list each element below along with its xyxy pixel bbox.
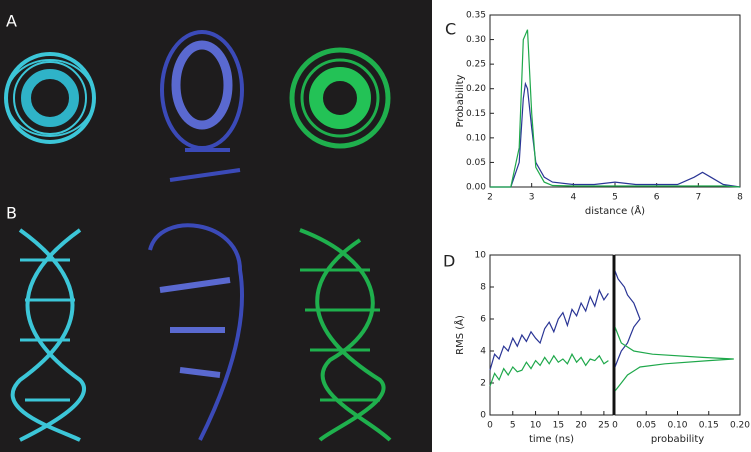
y-axis-title: Probability (455, 74, 466, 127)
plot-frame (489, 254, 614, 416)
x-tick-label: 7 (695, 193, 701, 203)
y-tick-label: 2 (480, 379, 486, 389)
x-tick-label: 0.15 (699, 421, 719, 431)
y-tick-label: 0.05 (466, 158, 486, 168)
y-tick-label: 6 (480, 315, 486, 325)
molecule-bottom-cyan (10, 228, 86, 442)
series-line (489, 352, 609, 387)
x-tick-label: 0 (612, 421, 618, 431)
panel-label: C (445, 20, 456, 39)
y-tick-label: 0.10 (466, 133, 486, 143)
molecule-top-cyan (4, 52, 96, 144)
panel-label: B (6, 204, 17, 223)
x-tick-label: 25 (598, 421, 609, 431)
series-line (489, 288, 609, 371)
y-tick-label: 0.35 (466, 11, 486, 21)
x-tick-label: 0.10 (667, 421, 687, 431)
y-axis-title: RMS (Å) (453, 315, 466, 355)
molecule-top-blue (160, 30, 244, 182)
x-tick-label: 6 (654, 193, 660, 203)
panel-label: A (6, 12, 17, 31)
x-axis-title: probability (651, 434, 704, 445)
y-tick-label: 8 (480, 283, 486, 293)
x-tick-label: 5 (510, 421, 516, 431)
x-axis-title: distance (Å) (585, 204, 645, 217)
x-tick-label: 2 (487, 193, 493, 203)
x-tick-label: 8 (737, 193, 743, 203)
x-tick-label: 15 (553, 421, 564, 431)
y-tick-label: 0.25 (466, 60, 486, 70)
x-tick-label: 4 (570, 193, 576, 203)
x-tick-label: 20 (575, 421, 587, 431)
series-line (490, 81, 741, 188)
distribution-line (614, 270, 641, 368)
plot-frame (614, 254, 741, 416)
image-panel (0, 0, 432, 452)
series-line (490, 29, 741, 188)
y-tick-label: 10 (475, 251, 487, 261)
distribution-line (614, 326, 734, 392)
y-tick-label: 0.20 (466, 84, 486, 94)
molecule-bottom-green (299, 228, 392, 442)
y-tick-label: 0.15 (466, 109, 486, 119)
y-tick-label: 0.30 (466, 35, 486, 45)
panel-label: D (443, 252, 455, 271)
y-tick-label: 0 (480, 411, 486, 421)
y-tick-label: 0.00 (466, 183, 486, 193)
x-tick-label: 0.20 (730, 421, 750, 431)
x-tick-label: 3 (529, 193, 535, 203)
molecule-top-green (289, 47, 391, 149)
x-axis-title: time (ns) (529, 434, 574, 445)
x-tick-label: 10 (530, 421, 542, 431)
x-tick-label: 0.05 (636, 421, 656, 431)
molecule-bottom-blue (148, 223, 244, 441)
y-tick-label: 4 (480, 347, 486, 357)
x-tick-label: 0 (487, 421, 493, 431)
x-tick-label: 5 (612, 193, 618, 203)
